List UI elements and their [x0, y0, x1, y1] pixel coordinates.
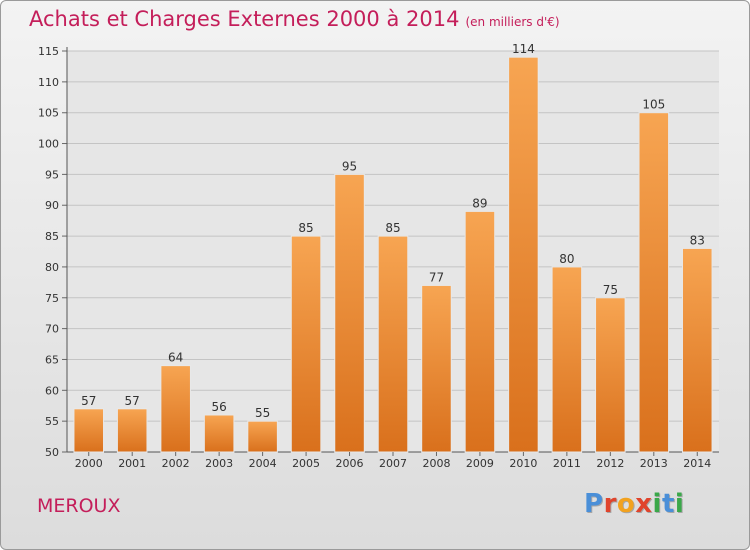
bar — [421, 284, 452, 453]
chart-title-text: Achats et Charges Externes 2000 à 2014 — [29, 7, 460, 31]
data-label: 80 — [559, 252, 574, 266]
x-tick-label: 2010 — [509, 457, 537, 470]
data-label: 83 — [690, 233, 705, 247]
data-label: 85 — [298, 221, 313, 235]
bar — [290, 235, 322, 453]
x-tick-label: 2009 — [466, 457, 494, 470]
bar — [160, 365, 191, 453]
logo-letter: x — [635, 489, 653, 519]
y-tick-label: 55 — [45, 415, 59, 428]
x-tick-label: 2012 — [596, 457, 624, 470]
x-tick-label: 2007 — [379, 457, 407, 470]
chart-title: Achats et Charges Externes 2000 à 2014 (e… — [29, 7, 560, 31]
bar — [681, 247, 713, 453]
logo-letter: i — [674, 489, 685, 519]
bar — [638, 112, 670, 453]
data-label: 114 — [512, 42, 535, 56]
y-tick-label: 100 — [38, 138, 59, 151]
commune-name: MEROUX — [37, 495, 121, 517]
bar — [334, 173, 365, 453]
x-tick-label: 2008 — [422, 457, 450, 470]
data-label: 89 — [472, 196, 487, 210]
data-label: 95 — [342, 159, 357, 173]
x-tick-label: 2006 — [336, 457, 364, 470]
x-tick-label: 2011 — [553, 457, 581, 470]
x-tick-label: 2002 — [162, 457, 190, 470]
logo-letter: t — [661, 489, 675, 519]
bar — [247, 420, 278, 453]
data-label: 55 — [255, 406, 270, 420]
logo-letter: o — [616, 489, 636, 519]
data-label: 57 — [81, 394, 96, 408]
x-tick-label: 2013 — [640, 457, 668, 470]
bar — [464, 210, 496, 453]
y-tick-label: 75 — [45, 292, 59, 305]
y-tick-label: 60 — [45, 384, 59, 397]
chart-unit: (en milliers d'€) — [465, 15, 560, 29]
y-tick-label: 105 — [38, 107, 59, 120]
x-tick-label: 2000 — [75, 457, 103, 470]
y-tick-label: 80 — [45, 261, 59, 274]
y-tick-label: 70 — [45, 323, 59, 336]
bar — [508, 56, 539, 453]
data-label: 105 — [642, 98, 665, 112]
y-tick-label: 95 — [45, 168, 59, 181]
bar — [595, 297, 626, 453]
x-tick-label: 2004 — [249, 457, 277, 470]
bar — [551, 266, 583, 453]
bar — [203, 414, 235, 453]
x-tick-label: 2003 — [205, 457, 233, 470]
x-tick-label: 2005 — [292, 457, 320, 470]
bar — [73, 408, 105, 453]
x-tick-label: 2014 — [683, 457, 711, 470]
bar — [116, 408, 148, 453]
logo-letter: r — [603, 489, 617, 519]
proxiti-logo: Proxiti — [584, 489, 684, 519]
y-tick-label: 115 — [38, 45, 59, 58]
y-tick-label: 65 — [45, 353, 59, 366]
y-tick-label: 110 — [38, 76, 59, 89]
y-tick-label: 50 — [45, 446, 59, 459]
y-tick-label: 85 — [45, 230, 59, 243]
data-label: 75 — [603, 283, 618, 297]
bar — [377, 235, 409, 453]
data-label: 77 — [429, 270, 444, 284]
data-label: 57 — [125, 394, 140, 408]
data-label: 64 — [168, 351, 183, 365]
data-label: 56 — [211, 400, 226, 414]
x-tick-label: 2001 — [118, 457, 146, 470]
logo-letter: i — [652, 489, 662, 519]
logo-letter: P — [584, 489, 604, 519]
y-tick-label: 90 — [45, 199, 59, 212]
data-label: 85 — [385, 221, 400, 235]
